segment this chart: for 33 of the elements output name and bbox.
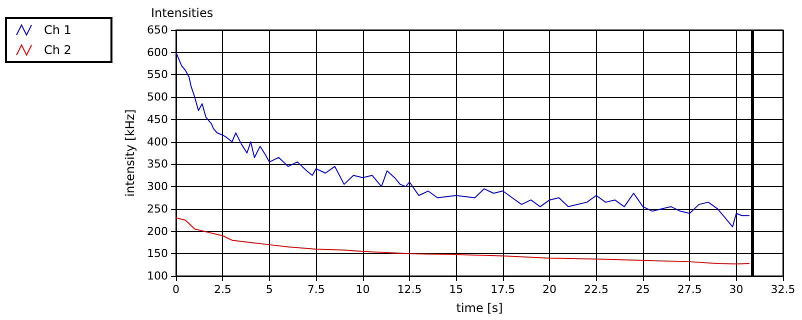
x-tick-label: 7.5: [307, 283, 325, 296]
x-tick-label: 22.5: [584, 283, 608, 296]
y-tick-label: 150: [147, 247, 168, 260]
y-tick-label: 300: [147, 180, 168, 194]
line-series: [176, 217, 750, 264]
y-tick-label: 250: [147, 202, 168, 216]
x-tick-label: 10: [356, 283, 370, 296]
x-tick-label: 15: [449, 283, 464, 296]
y-tick-label: 550: [147, 68, 168, 82]
x-tick-label: 0: [172, 283, 180, 296]
legend-label: Ch 2: [44, 43, 72, 57]
y-tick-label: 200: [147, 224, 168, 238]
x-tick-label: 20: [542, 283, 557, 296]
line-series: [176, 52, 750, 228]
y-axis-title: intensity [kHz]: [123, 109, 138, 197]
x-tick-label: 12.5: [397, 283, 422, 296]
y-tick-label: 600: [147, 46, 168, 59]
y-tick-label: 500: [147, 90, 168, 104]
x-tick-label: 17.5: [490, 283, 516, 296]
y-tick-label: 350: [147, 158, 168, 171]
y-tick-label: 400: [147, 135, 168, 148]
x-tick-label: 32.5: [770, 283, 796, 296]
y-tick-label: 650: [147, 24, 168, 36]
y-tick-label: 100: [147, 270, 168, 282]
legend-label: Ch 1: [44, 23, 72, 37]
y-tick-label: 450: [147, 112, 168, 126]
x-tick-label: 25: [636, 283, 650, 296]
x-tick-label: 27.5: [677, 283, 702, 296]
x-tick-label: 2.5: [214, 283, 232, 296]
x-tick-label: 5: [266, 283, 273, 296]
chart-title: Intensities: [151, 6, 214, 20]
x-tick-label: 30: [729, 283, 744, 296]
x-axis-title: time [s]: [456, 301, 503, 315]
